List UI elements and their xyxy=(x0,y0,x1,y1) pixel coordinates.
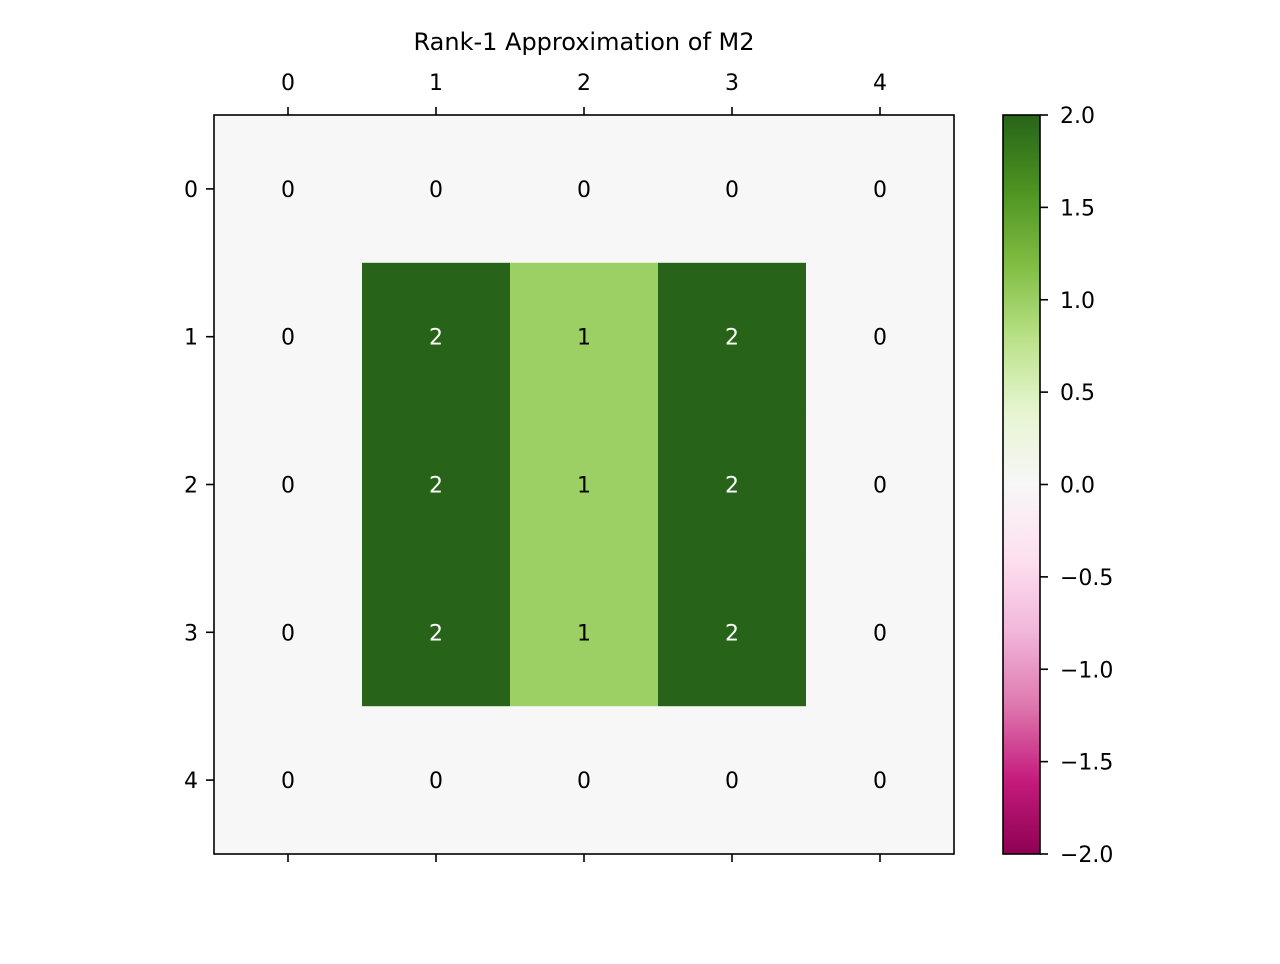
heatmap-cell-r0-c1 xyxy=(362,115,511,264)
y-tick-label-3: 3 xyxy=(184,621,198,646)
cell-label-r4-c1: 0 xyxy=(429,769,443,794)
chart-title: Rank-1 Approximation of M2 xyxy=(414,28,755,56)
x-tick-label-4: 4 xyxy=(873,71,887,96)
cell-label-r3-c2: 1 xyxy=(577,621,591,646)
y-tick-label-2: 2 xyxy=(184,474,198,499)
heatmap-cell-r4-c2 xyxy=(510,706,659,855)
heatmap-cell-r3-c3 xyxy=(658,558,807,707)
heatmap-cell-r3-c1 xyxy=(362,558,511,707)
heatmap-cell-r2-c2 xyxy=(510,410,659,559)
x-tick-label-0: 0 xyxy=(281,71,295,96)
heatmap-cell-r4-c0 xyxy=(214,706,363,855)
colorbar-tick-label-3: 0.5 xyxy=(1060,381,1095,406)
heatmap-cell-r4-c4 xyxy=(806,706,955,855)
heatmap-cell-r3-c2 xyxy=(510,558,659,707)
x-tick-label-3: 3 xyxy=(725,71,739,96)
cell-label-r0-c1: 0 xyxy=(429,178,443,203)
heatmap-cell-r1-c2 xyxy=(510,262,659,412)
heatmap-cell-labels: 0 0 0 0 0 0 2 1 2 0 0 2 1 2 0 0 2 1 2 0 0 0 0 0 0 xyxy=(281,178,887,794)
cell-label-r4-c2: 0 xyxy=(577,769,591,794)
x-tick-label-2: 2 xyxy=(577,71,591,96)
heatmap-cell-r0-c4 xyxy=(806,115,955,264)
cell-label-r0-c3: 0 xyxy=(725,178,739,203)
cell-label-r1-c1: 2 xyxy=(429,326,443,351)
heatmap-cells xyxy=(214,115,955,855)
colorbar-gradient xyxy=(1003,115,1040,854)
heatmap-cell-r4-c3 xyxy=(658,706,807,855)
colorbar-tick-label-1: 1.5 xyxy=(1060,196,1095,221)
cell-label-r0-c2: 0 xyxy=(577,178,591,203)
heatmap-cell-r0-c0 xyxy=(214,115,363,264)
cell-label-r4-c0: 0 xyxy=(281,769,295,794)
cell-label-r3-c1: 2 xyxy=(429,621,443,646)
cell-label-r1-c2: 1 xyxy=(577,326,591,351)
heatmap-cell-r2-c1 xyxy=(362,410,511,559)
heatmap-cell-r2-c0 xyxy=(214,410,363,559)
heatmap-cell-r1-c4 xyxy=(806,262,955,412)
heatmap-cell-r1-c3 xyxy=(658,262,807,412)
y-tick-label-0: 0 xyxy=(184,178,198,203)
cell-label-r1-c0: 0 xyxy=(281,326,295,351)
axis-ticks: 0 1 2 3 4 0 1 2 3 4 xyxy=(184,71,887,862)
cell-label-r1-c4: 0 xyxy=(873,326,887,351)
heatmap-cell-r2-c4 xyxy=(806,410,955,559)
colorbar-tick-label-7: −1.5 xyxy=(1060,751,1113,776)
colorbar-tick-label-5: −0.5 xyxy=(1060,566,1113,591)
heatmap-cell-r0-c3 xyxy=(658,115,807,264)
x-tick-label-1: 1 xyxy=(429,71,443,96)
colorbar-tick-label-0: 2.0 xyxy=(1060,104,1095,129)
cell-label-r3-c0: 0 xyxy=(281,621,295,646)
colorbar: 2.0 1.5 1.0 0.5 0.0 −0.5 −1.0 −1.5 −2.0 xyxy=(1002,104,1113,868)
heatmap-cell-r1-c0 xyxy=(214,262,363,412)
cell-label-r1-c3: 2 xyxy=(725,326,739,351)
cell-label-r4-c4: 0 xyxy=(873,769,887,794)
cell-label-r3-c3: 2 xyxy=(725,621,739,646)
cell-label-r2-c1: 2 xyxy=(429,474,443,499)
colorbar-tick-label-6: −1.0 xyxy=(1060,658,1113,683)
cell-label-r2-c4: 0 xyxy=(873,474,887,499)
y-tick-label-1: 1 xyxy=(184,326,198,351)
heatmap-cell-r4-c1 xyxy=(362,706,511,855)
cell-label-r0-c4: 0 xyxy=(873,178,887,203)
heatmap-cell-r0-c2 xyxy=(510,115,659,264)
cell-label-r2-c0: 0 xyxy=(281,474,295,499)
heatmap-cell-r2-c3 xyxy=(658,410,807,559)
cell-label-r0-c0: 0 xyxy=(281,178,295,203)
cell-label-r2-c2: 1 xyxy=(577,474,591,499)
heatmap-cell-r1-c1 xyxy=(362,262,511,412)
heatmap-cell-r3-c4 xyxy=(806,558,955,707)
colorbar-tick-label-8: −2.0 xyxy=(1060,843,1113,868)
heatmap-cell-r3-c0 xyxy=(214,558,363,707)
cell-label-r4-c3: 0 xyxy=(725,769,739,794)
y-tick-label-4: 4 xyxy=(184,769,198,794)
colorbar-tick-label-4: 0.0 xyxy=(1060,474,1095,499)
colorbar-tick-label-2: 1.0 xyxy=(1060,289,1095,314)
cell-label-r3-c4: 0 xyxy=(873,621,887,646)
cell-label-r2-c3: 2 xyxy=(725,474,739,499)
